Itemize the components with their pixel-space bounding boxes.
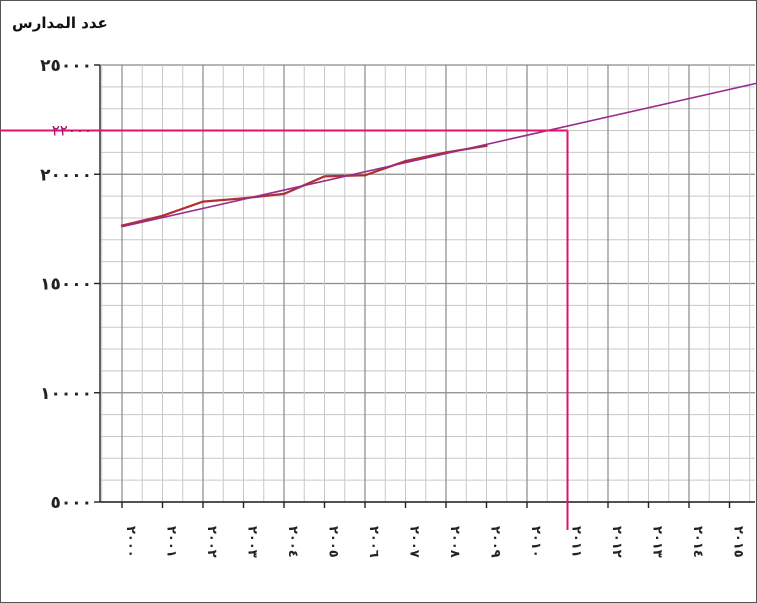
x-tick-label: ٢٠٠٥ [326,526,341,558]
x-tick-label: ٢٠١١ [569,526,584,558]
data-point [363,174,367,177]
x-tick-label: ٢٠٠٩ [488,526,503,558]
data-point [282,192,286,196]
x-tick-label: ٢٠١٠ [528,526,543,558]
y-axis-label: عدد المدارس [12,14,108,32]
x-tick-label: ٢٠٠٠ [123,526,138,558]
x-tick-label: ٢٠٠٣ [245,526,260,558]
x-tick-label: ٢٠٠١ [164,526,179,558]
data-point [201,200,205,203]
x-tick-label: ٢٠٠٢ [204,526,219,558]
y-tick-labels: ٢٥٠٠٠ ٢٠٠٠٠ ١٥٠٠٠ ١٠٠٠٠ ٥٠٠٠ [40,56,100,513]
data-point [161,214,164,217]
x-tick-label: ٢٠١٢ [609,526,624,558]
reference-layer: ٢٢٠٠٠ [0,122,569,530]
trend-line [121,82,757,228]
reference-value-label: ٢٢٠٠٠ [52,122,92,140]
x-tick-label: ٢٠١٥ [731,526,746,558]
x-tick-label: ٢٠٠٤ [285,526,300,558]
y-tick-label: ١٠٠٠٠ [40,384,92,404]
x-tick-label: ٢٠١٣ [650,526,665,558]
data-point [323,175,326,178]
x-tick-label: ٢٠٠٧ [407,526,422,558]
y-tick-label: ٢٥٠٠٠ [40,56,92,76]
y-tick-label: ٢٠٠٠٠ [40,165,92,185]
x-tick-label: ٢٠٠٦ [366,526,381,558]
series-layer [120,82,757,228]
y-tick-label: ٥٠٠٠ [50,493,92,513]
x-tick-labels: ٢٠٠٠ ٢٠٠١ ٢٠٠٢ ٢٠٠٣ ٢٠٠٤ ٢٠٠٥ ٢٠٠٦ ٢٠٠٧ ٢٠٠٨ ٢٠٠٩… [121,502,746,558]
x-tick-label: ٢٠١٤ [690,526,705,558]
x-tick-label: ٢٠٠٨ [447,526,462,558]
y-tick-label: ١٥٠٠٠ [40,275,92,295]
